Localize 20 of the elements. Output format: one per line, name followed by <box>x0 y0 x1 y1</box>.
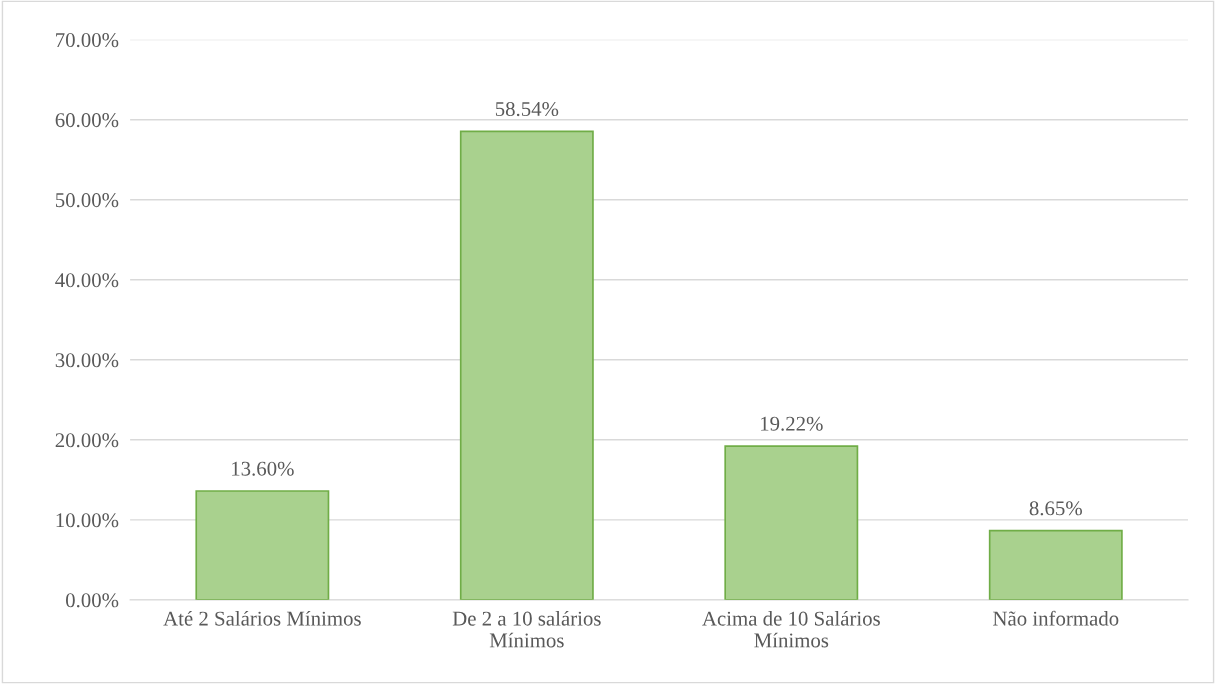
x-tick-label: Não informado <box>993 610 1119 626</box>
data-label: 19.22% <box>761 416 823 431</box>
y-tick-label: 0.00% <box>65 593 119 608</box>
bar <box>724 445 859 600</box>
x-tick-label: Acima de 10 Salários Mínimos <box>702 610 880 648</box>
y-tick-label: 30.00% <box>55 353 119 368</box>
y-tick-label: 70.00% <box>56 33 119 48</box>
y-tick-label: 20.00% <box>55 433 119 448</box>
y-tick-label: 40.00% <box>55 273 119 288</box>
x-tick-label: Até 2 Salários Mínimos <box>163 610 361 626</box>
bar <box>195 490 330 600</box>
data-label: 8.65% <box>1029 501 1082 516</box>
y-tick-label: 10.00% <box>56 513 119 528</box>
x-tick-label: De 2 a 10 salários Mínimos <box>452 610 601 648</box>
y-tick-label: 50.00% <box>55 193 119 208</box>
data-label: 13.60% <box>232 461 294 476</box>
bar <box>459 130 594 600</box>
y-tick-label: 60.00% <box>55 113 119 128</box>
data-label: 58.54% <box>495 101 559 117</box>
bar <box>988 529 1123 600</box>
